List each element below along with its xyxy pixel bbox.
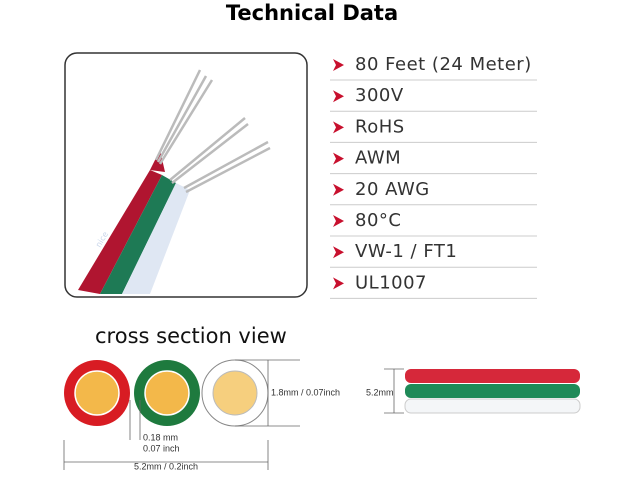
- bullet-arrow: [333, 183, 344, 196]
- spec-list: 80 Feet (24 Meter) 300V RoHS AWM 20 AWG 80°C V…: [330, 54, 537, 299]
- bullet-arrow: [333, 121, 344, 134]
- strand-mm: 0.18 mm: [143, 432, 178, 442]
- bullet-arrow: [333, 215, 344, 227]
- spec-item: UL1007: [355, 272, 427, 293]
- bullet-arrow: [333, 59, 344, 71]
- flat-cable: [384, 368, 581, 414]
- spec-item: 80 Feet (24 Meter): [355, 54, 532, 75]
- spec-item: VW-1 / FT1: [355, 241, 457, 262]
- flat-width-label: 5.2mm: [366, 387, 394, 397]
- bullet-arrow: [333, 277, 344, 290]
- height-label: 1.8mm / 0.07inch: [271, 387, 340, 397]
- section-title: cross section view: [95, 324, 287, 348]
- strand-inch: 0.07 inch: [143, 443, 180, 453]
- bullet-arrow: [333, 90, 344, 103]
- spec-item: 300V: [355, 85, 404, 106]
- title: Technical Data: [226, 1, 398, 25]
- width-label: 5.2mm / 0.2inch: [134, 461, 198, 471]
- spec-item: 80°C: [355, 210, 401, 231]
- spec-item: AWM: [355, 148, 401, 169]
- bullet-arrow: [333, 152, 344, 165]
- bullet-arrow: [333, 246, 344, 259]
- cross-section-diagram: [63, 359, 300, 470]
- spec-item: RoHS: [355, 116, 405, 137]
- product-photo: nice: [64, 52, 308, 298]
- spec-item: 20 AWG: [355, 179, 430, 200]
